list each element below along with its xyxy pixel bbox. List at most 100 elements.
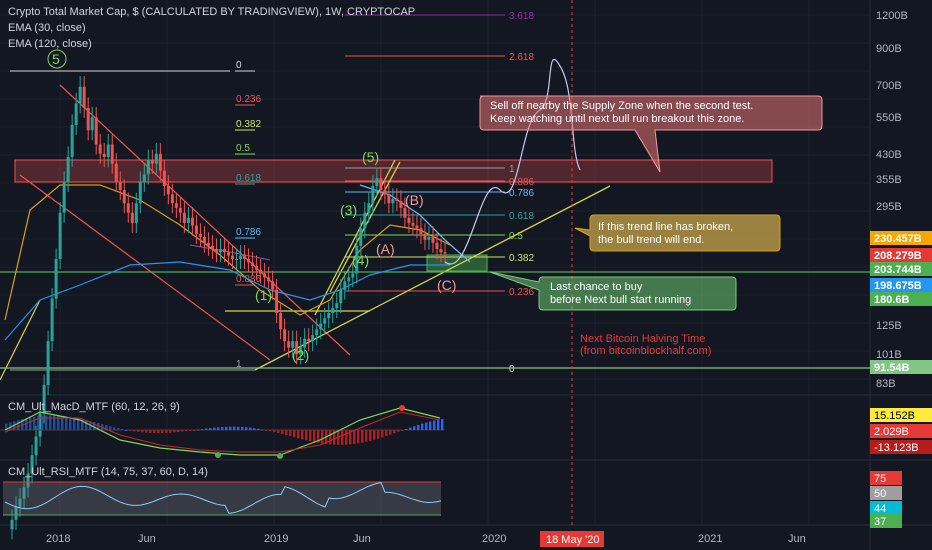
candle-body bbox=[122, 190, 126, 204]
macd-histogram-bar bbox=[85, 419, 88, 430]
candle-body bbox=[239, 255, 243, 259]
candle-body bbox=[247, 259, 251, 263]
macd-histogram-bar bbox=[413, 426, 416, 430]
candle-body bbox=[359, 228, 363, 246]
macd-histogram-bar bbox=[253, 428, 256, 430]
candle-body bbox=[170, 194, 174, 204]
macd-histogram-bar bbox=[157, 430, 160, 434]
candle-body bbox=[443, 252, 447, 254]
candle-body bbox=[335, 303, 339, 309]
macd-histogram-bar bbox=[441, 419, 444, 430]
macd-histogram-bar bbox=[149, 430, 152, 433]
price-badge bbox=[870, 360, 932, 374]
candle-body bbox=[62, 182, 66, 213]
candle-body bbox=[243, 255, 247, 259]
candle-body bbox=[287, 341, 291, 348]
candle-body bbox=[98, 144, 102, 154]
candle-body bbox=[311, 335, 315, 342]
macd-histogram-bar bbox=[161, 430, 164, 434]
fib-left-label: 0.382 bbox=[236, 119, 261, 130]
candle-body bbox=[70, 124, 74, 157]
macd-histogram-bar bbox=[273, 430, 276, 433]
macd-histogram-bar bbox=[97, 423, 100, 430]
fib-right-label: 3.618 bbox=[509, 11, 534, 22]
candle-body bbox=[222, 249, 226, 253]
macd-histogram-bar bbox=[37, 416, 40, 430]
macd-histogram-bar bbox=[77, 418, 80, 430]
price-badge bbox=[870, 231, 932, 245]
macd-histogram-bar bbox=[269, 430, 272, 432]
x-tick-label: Jun bbox=[138, 533, 156, 545]
candle-body bbox=[423, 233, 427, 240]
rsi-badge-label: 44 bbox=[874, 503, 886, 515]
candle-body bbox=[255, 266, 259, 270]
candle-body bbox=[403, 207, 407, 218]
macd-histogram-bar bbox=[125, 429, 128, 431]
macd-histogram-bar bbox=[421, 423, 424, 430]
macd-histogram-bar bbox=[189, 430, 192, 431]
candle-body bbox=[50, 298, 54, 342]
wave-label-4: (4) bbox=[352, 252, 369, 268]
candle-body bbox=[431, 236, 435, 243]
candle-body bbox=[154, 153, 158, 164]
candle-body bbox=[174, 203, 178, 208]
macd-histogram-bar bbox=[121, 429, 124, 431]
candle-body bbox=[331, 308, 335, 314]
candle-body bbox=[126, 203, 130, 213]
wave-label-2: (2) bbox=[292, 347, 309, 363]
fib-left-label: 0 bbox=[236, 60, 242, 71]
macd-histogram-bar bbox=[257, 428, 260, 430]
candle-body bbox=[138, 182, 142, 204]
macd-histogram-bar bbox=[185, 430, 188, 432]
fib-left-label: 0.236 bbox=[236, 94, 261, 105]
rsi-band bbox=[3, 482, 441, 515]
candle-body bbox=[158, 153, 162, 171]
rsi-badge bbox=[870, 501, 902, 515]
y-tick-label: 125B bbox=[876, 320, 902, 332]
price-badge bbox=[870, 262, 932, 276]
macd-cross-dot bbox=[399, 405, 405, 411]
candle-body bbox=[367, 203, 371, 213]
x-tick-label: Jun bbox=[353, 533, 371, 545]
fib-right-label: 1 bbox=[509, 164, 515, 175]
macd-badge bbox=[870, 424, 932, 438]
abc-correction-line bbox=[359, 184, 471, 263]
candle-body bbox=[375, 178, 379, 187]
candle-body bbox=[263, 273, 267, 278]
candle-body bbox=[411, 222, 415, 226]
macd-histogram-bar bbox=[209, 428, 212, 430]
candle-body bbox=[283, 329, 287, 342]
macd-histogram-bar bbox=[169, 430, 172, 433]
macd-histogram-bar bbox=[9, 422, 12, 430]
rsi-badge-label: 37 bbox=[874, 516, 886, 528]
rsi-line bbox=[4, 482, 442, 514]
rsi-badge-label: 75 bbox=[874, 473, 886, 485]
x-tick-label: 2020 bbox=[482, 533, 506, 545]
candle-body bbox=[210, 245, 214, 250]
macd-histogram-bar bbox=[437, 419, 440, 430]
candle-body bbox=[419, 228, 423, 234]
x-tick-label: 2021 bbox=[698, 533, 722, 545]
macd-histogram-bar bbox=[249, 427, 252, 430]
candle-body bbox=[275, 289, 279, 314]
macd-histogram-bar bbox=[49, 415, 52, 430]
ema120-legend: EMA (120, close) bbox=[8, 38, 92, 50]
macd-histogram-bar bbox=[177, 430, 180, 433]
macd-histogram-bar bbox=[73, 417, 76, 430]
y-tick-label: 295B bbox=[876, 201, 902, 213]
macd-histogram-bar bbox=[317, 430, 320, 443]
candle-body bbox=[303, 338, 307, 348]
candle-body bbox=[38, 413, 42, 437]
buy-callout-text-2: before Next bull start running bbox=[550, 294, 691, 306]
date-badge-label: 18 May '20 bbox=[546, 534, 599, 546]
macd-histogram-bar bbox=[173, 430, 176, 433]
macd-histogram-bar bbox=[417, 424, 420, 430]
macd-histogram-bar bbox=[17, 420, 20, 430]
candle-body bbox=[190, 217, 194, 226]
macd-histogram-bar bbox=[145, 430, 148, 433]
macd-signal-line bbox=[4, 411, 441, 453]
macd-histogram-bar bbox=[45, 415, 48, 430]
macd-histogram-bar bbox=[261, 429, 264, 431]
candle-body bbox=[231, 255, 235, 259]
candle-body bbox=[74, 103, 78, 125]
